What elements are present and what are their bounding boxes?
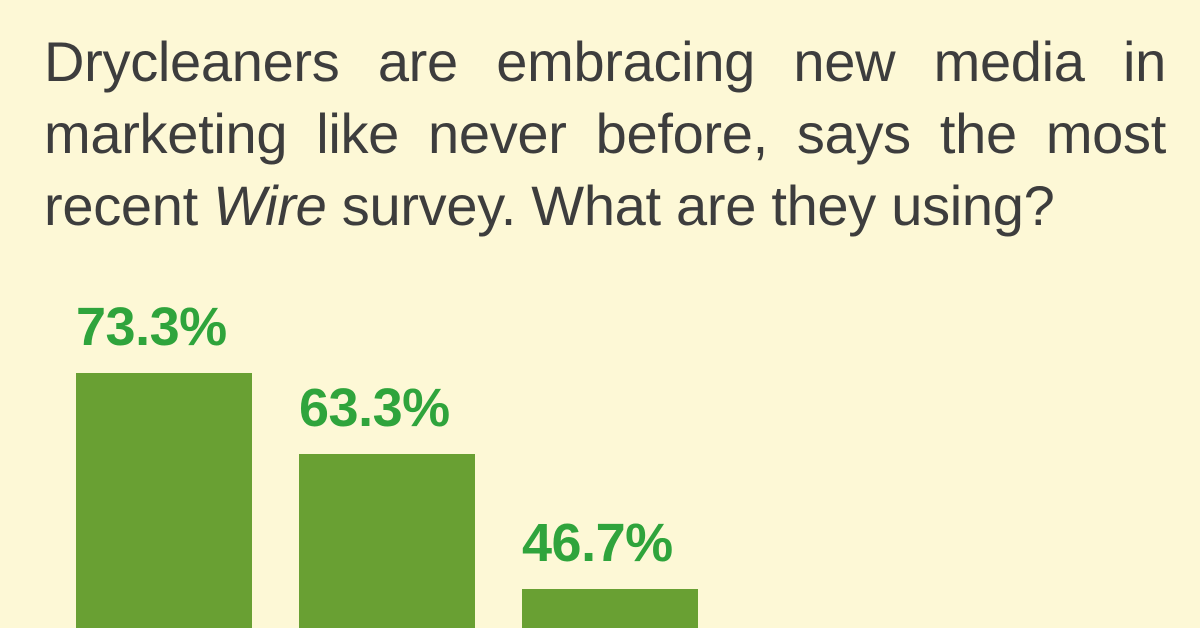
bar-value-label: 63.3% <box>299 378 450 438</box>
headline-wire-italic: Wire <box>213 174 327 237</box>
bar-value-label: 73.3% <box>76 297 227 357</box>
headline-line-1: Drycleaners are embracing new media in <box>44 30 1166 93</box>
bar <box>299 454 475 628</box>
headline: Drycleaners are embracing new media in m… <box>44 26 1166 242</box>
bar <box>522 589 698 628</box>
bar <box>76 373 252 628</box>
headline-line3-before: recent <box>44 174 214 237</box>
headline-line3-after: survey. What are they using? <box>326 174 1055 237</box>
headline-line-2: marketing like never before, says the mo… <box>44 102 1166 165</box>
bar-value-label: 46.7% <box>522 513 673 573</box>
headline-line-3: recent Wire survey. What are they using? <box>44 170 1166 242</box>
